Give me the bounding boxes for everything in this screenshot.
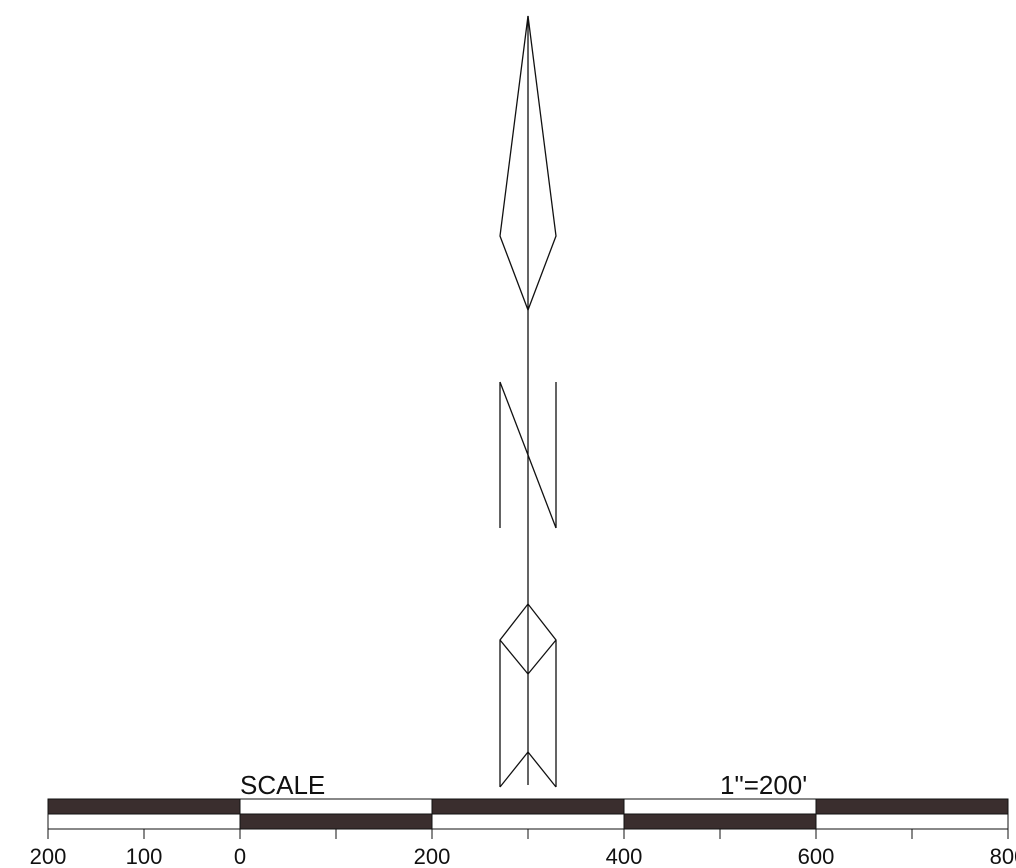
scale-bar: SCALE 1"=200' 200 100 0 200 400 600 800 [30,770,1016,868]
scale-segment-top-3 [624,799,816,814]
scale-tick-label: 100 [126,844,163,868]
scale-tick-label: 200 [30,844,67,868]
north-arrow-feather-left-edge [500,640,528,674]
north-arrow [500,16,556,787]
scale-segments [48,799,1008,829]
scale-segment-top-2 [432,799,624,814]
scale-segment-bottom-1 [240,814,432,829]
scale-tick-label: 400 [606,844,643,868]
scale-ratio: 1"=200' [720,770,807,800]
scale-ticks [48,829,1008,839]
scale-title: SCALE [240,770,325,800]
scale-segment-top-4 [816,799,1008,814]
scale-tick-label: 200 [414,844,451,868]
scale-tick-label: 0 [234,844,246,868]
scale-tick-labels: 200 100 0 200 400 600 800 [30,844,1016,868]
scale-segment-top-1 [240,799,432,814]
north-arrow-feather-right-edge [528,640,556,674]
scale-tick-label: 800 [990,844,1016,868]
scale-segment-bottom-4 [816,814,1008,829]
scale-segment-bottom-0 [48,814,240,829]
scale-tick-label: 600 [798,844,835,868]
scale-segment-top-0 [48,799,240,814]
scale-segment-bottom-3 [624,814,816,829]
scale-segment-bottom-2 [432,814,624,829]
